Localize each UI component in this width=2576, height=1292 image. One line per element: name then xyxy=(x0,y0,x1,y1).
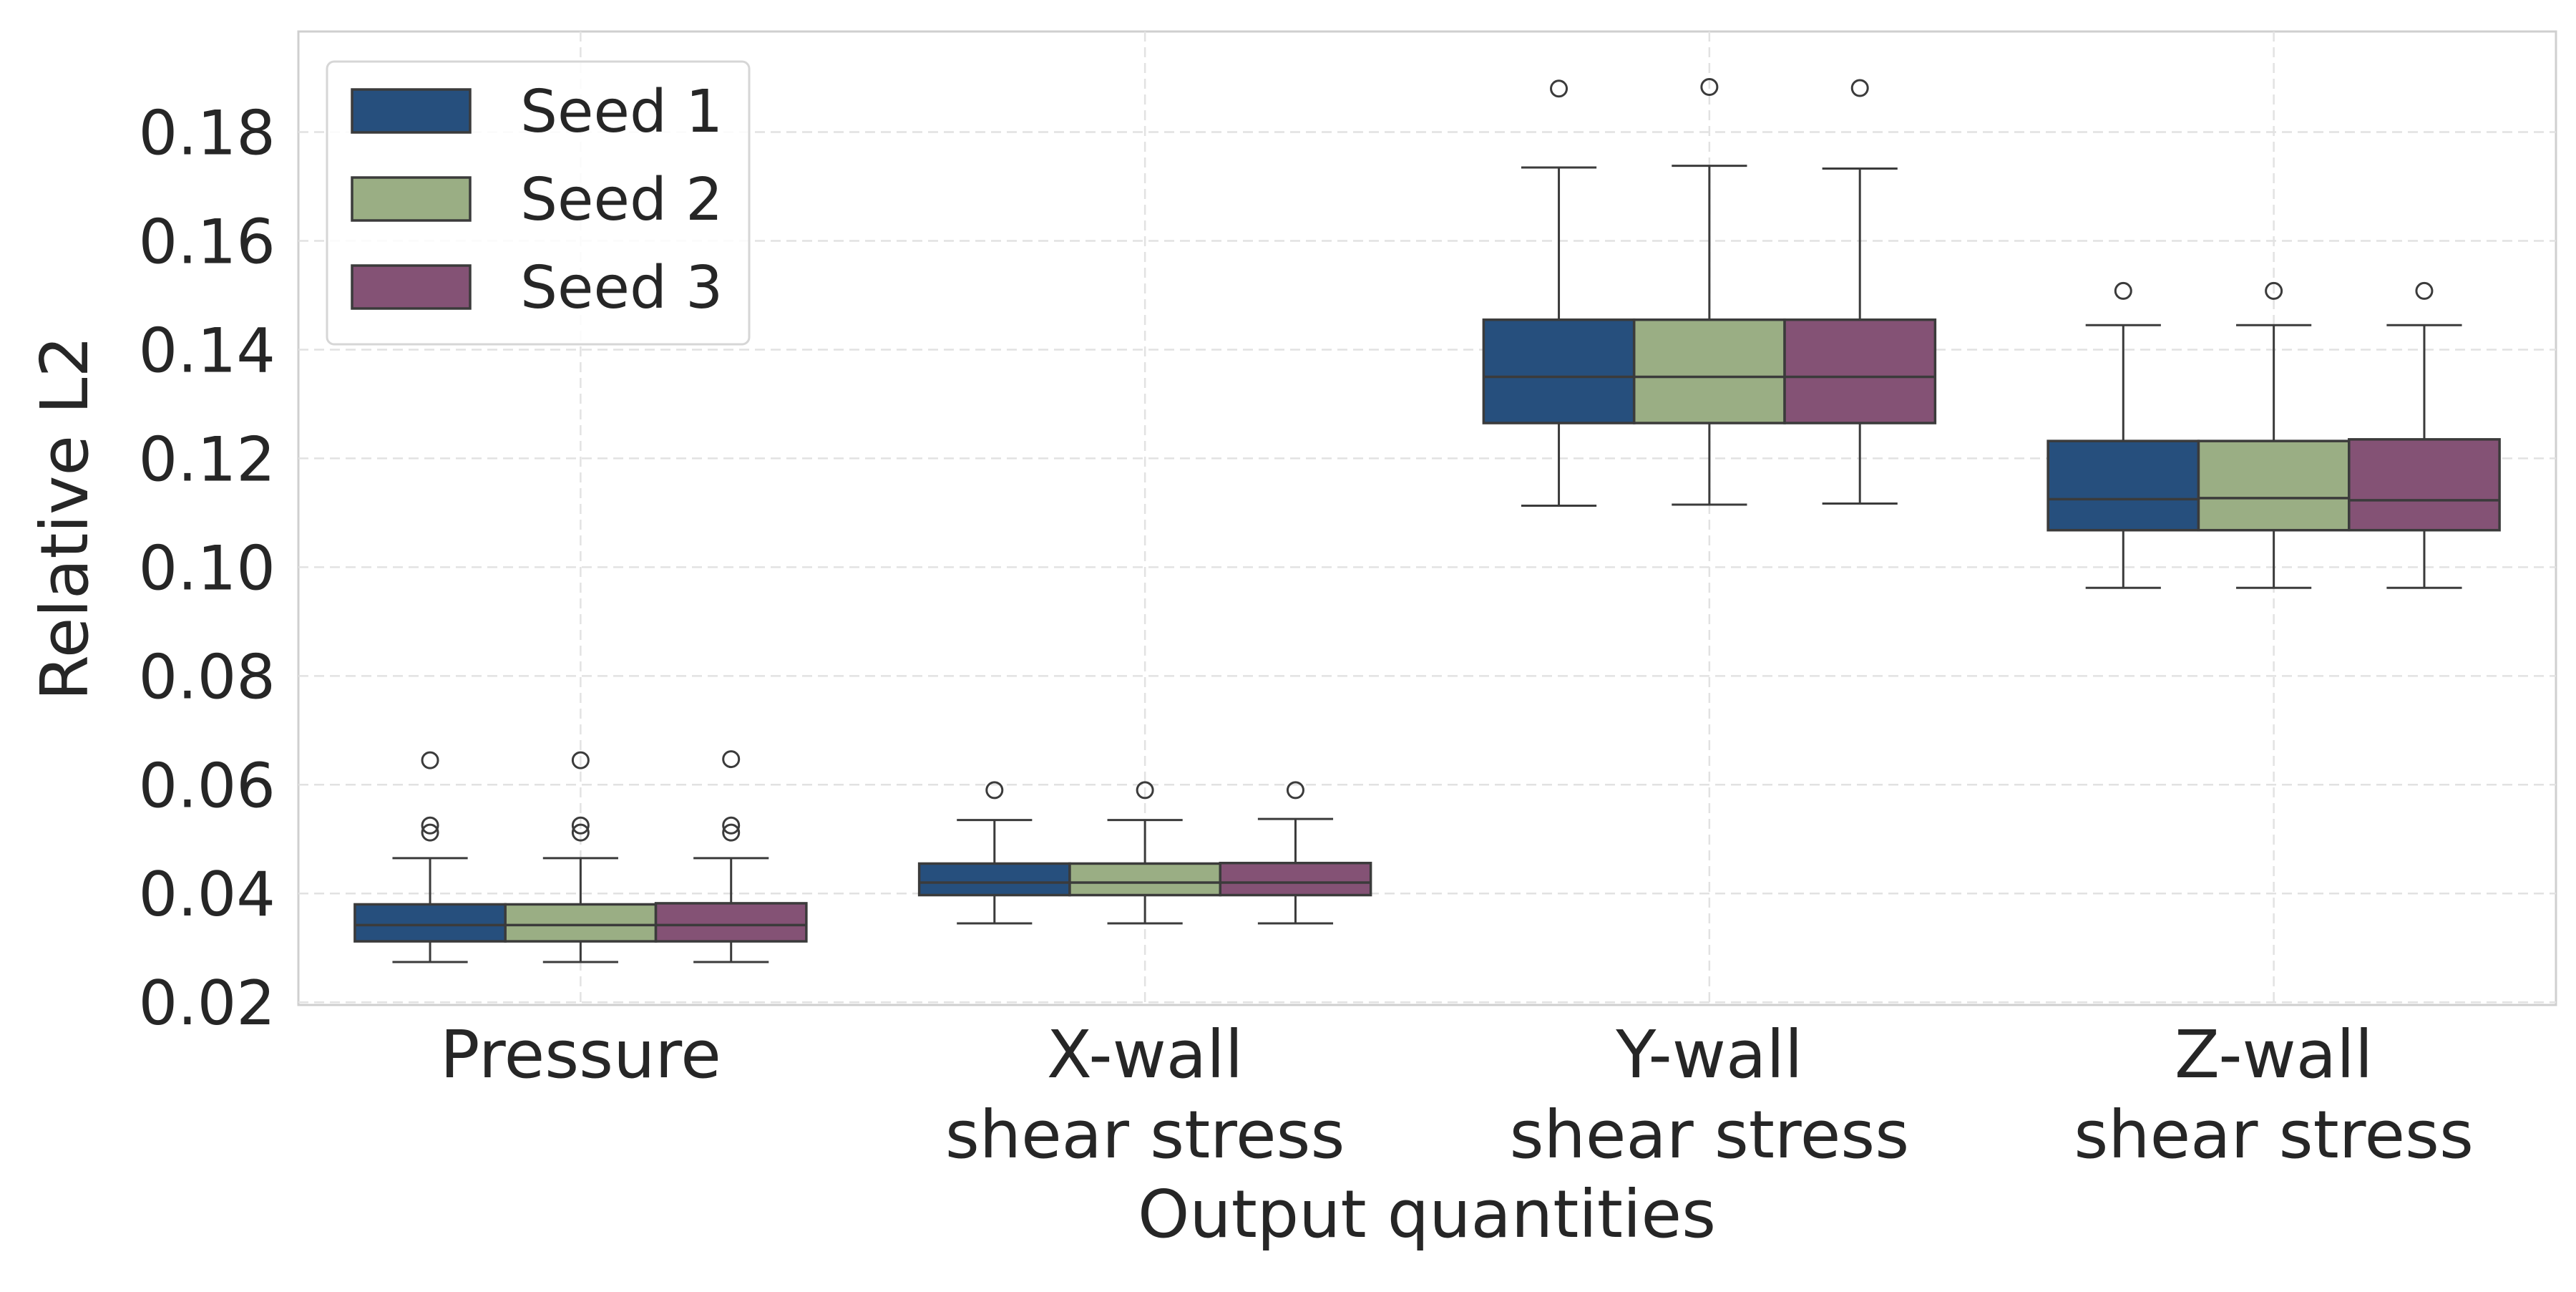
box-series xyxy=(353,77,2501,963)
outlier-point xyxy=(1136,781,1154,800)
box-seed-2 xyxy=(504,751,658,963)
box-seed-2 xyxy=(1068,781,1222,925)
outlier-point xyxy=(1700,77,1719,96)
legend-label: Seed 2 xyxy=(520,166,723,234)
outlier-point xyxy=(2114,281,2132,300)
box-body xyxy=(1482,318,1636,424)
outlier-point xyxy=(722,750,741,769)
box-body xyxy=(353,903,507,943)
box-body xyxy=(2197,439,2351,532)
box-seed-3 xyxy=(1219,781,1372,925)
box-body xyxy=(1632,318,1786,424)
box-seed-3 xyxy=(2348,281,2501,589)
y-axis-ticks: 0.02 0.04 0.06 0.08 0.10 0.12 0.14 0.16 0.18 xyxy=(139,98,275,1040)
y-tick-label: 0.12 xyxy=(139,424,275,495)
outlier-point xyxy=(985,781,1004,800)
box-body xyxy=(2348,438,2501,532)
box-seed-2 xyxy=(1632,77,1786,506)
box-body xyxy=(654,902,808,943)
outlier-point xyxy=(571,816,590,835)
outlier-point xyxy=(421,823,439,842)
y-axis-title: Relative L2 xyxy=(26,336,103,701)
box-seed-3 xyxy=(654,750,808,963)
outlier-point xyxy=(1286,781,1304,800)
legend: Seed 1 Seed 2 Seed 3 xyxy=(326,60,751,346)
x-category-label: Pressure xyxy=(440,1016,721,1093)
x-category-label: Z-wall xyxy=(2175,1016,2373,1093)
legend-label: Seed 1 xyxy=(520,78,723,146)
legend-swatch xyxy=(351,176,472,222)
outlier-point xyxy=(1550,79,1568,98)
x-category-label-line2: shear stress xyxy=(1510,1097,1910,1173)
outlier-point xyxy=(571,823,590,842)
outlier-point xyxy=(722,816,741,835)
box-body xyxy=(2046,439,2200,532)
box-seed-1 xyxy=(1482,79,1636,507)
x-category-label-line2: shear stress xyxy=(945,1097,1345,1173)
y-tick-label: 0.02 xyxy=(139,968,275,1039)
outlier-point xyxy=(421,751,439,769)
legend-swatch xyxy=(351,88,472,134)
x-axis-title: Output quantities xyxy=(1138,1176,1716,1253)
box-body xyxy=(1219,861,1372,897)
box-body xyxy=(1068,862,1222,897)
box-seed-3 xyxy=(1783,79,1937,505)
y-tick-label: 0.04 xyxy=(139,859,275,931)
box-seed-2 xyxy=(2197,281,2351,589)
legend-swatch xyxy=(351,264,472,310)
x-category-label: X-wall xyxy=(1047,1016,1243,1093)
outlier-point xyxy=(2415,281,2434,300)
legend-label: Seed 3 xyxy=(520,254,723,322)
box-seed-1 xyxy=(917,781,1071,925)
outlier-point xyxy=(722,823,741,842)
outlier-point xyxy=(2265,281,2283,300)
box-body xyxy=(1783,318,1937,424)
outlier-point xyxy=(1850,79,1869,97)
y-tick-label: 0.08 xyxy=(139,641,275,713)
y-tick-label: 0.18 xyxy=(139,98,275,170)
y-tick-label: 0.14 xyxy=(139,315,275,387)
box-body xyxy=(917,862,1071,897)
box-seed-1 xyxy=(2046,281,2200,589)
y-tick-label: 0.06 xyxy=(139,750,275,822)
y-tick-label: 0.16 xyxy=(139,207,275,278)
x-category-label: Y-wall xyxy=(1615,1016,1802,1093)
y-tick-label: 0.10 xyxy=(139,533,275,604)
x-category-label-line2: shear stress xyxy=(2074,1097,2474,1173)
outlier-point xyxy=(421,816,439,835)
box-body xyxy=(504,903,658,943)
outlier-point xyxy=(571,751,590,769)
